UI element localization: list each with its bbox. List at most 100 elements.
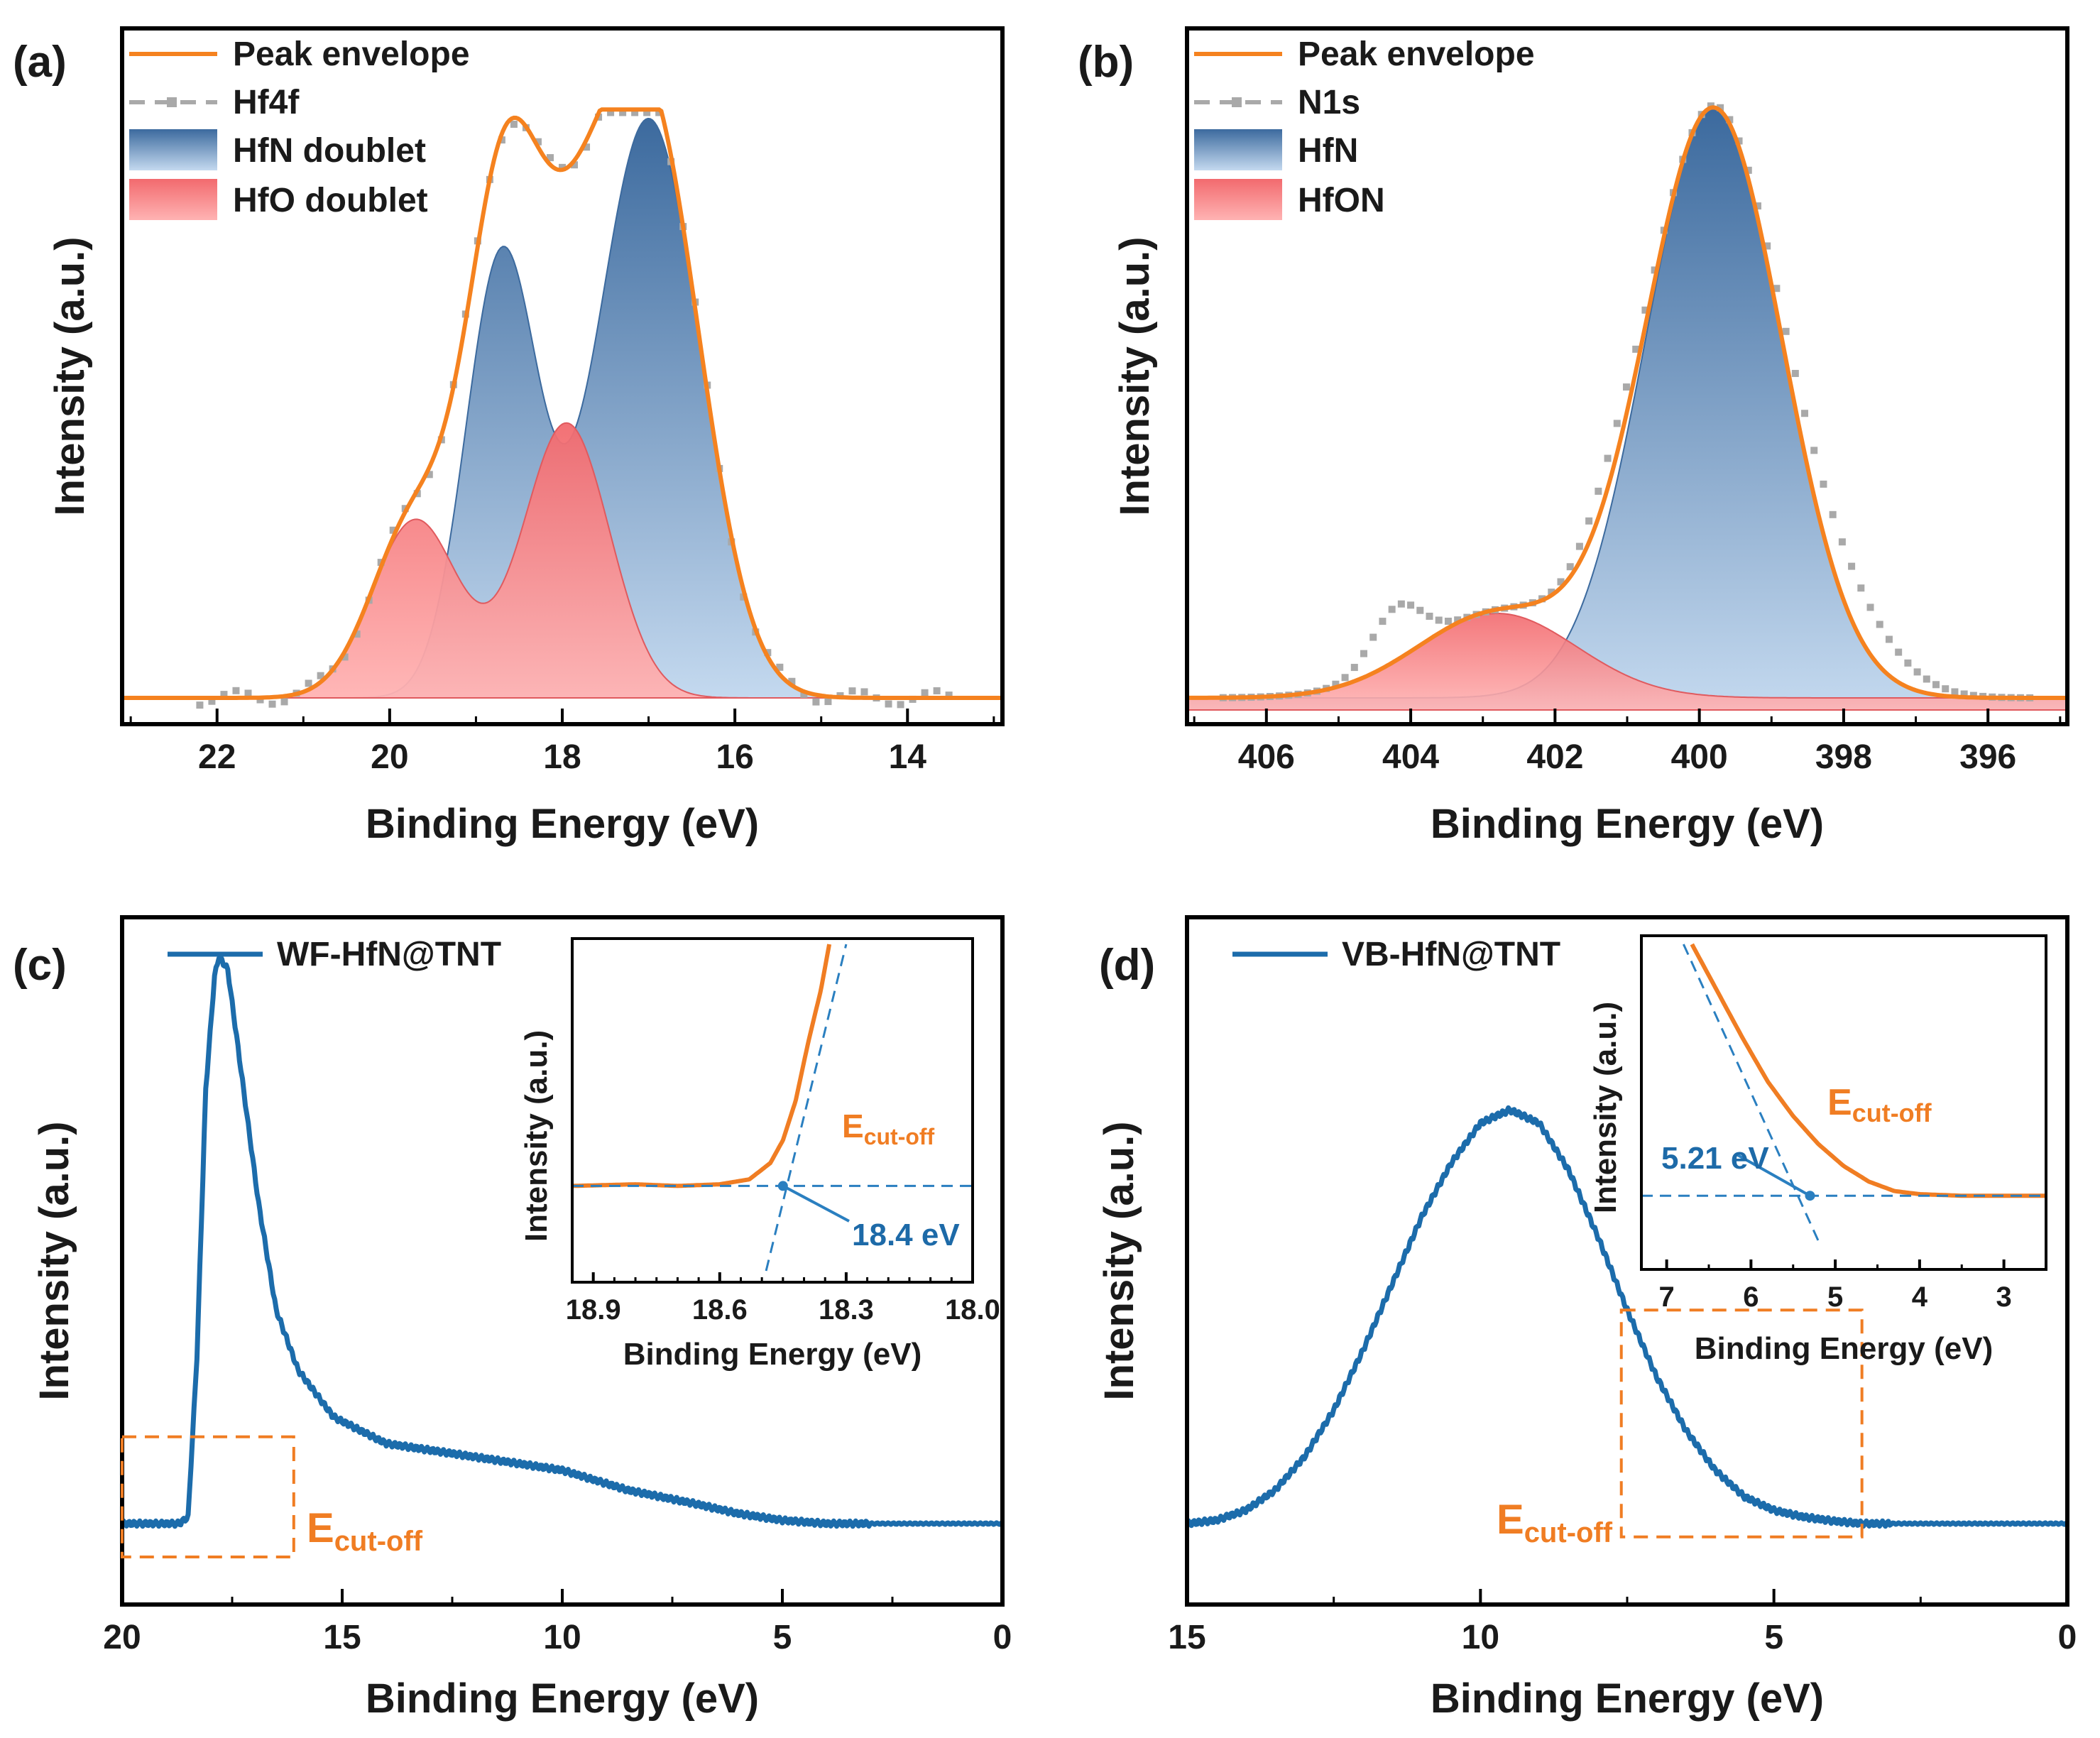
peak-envelope-line (1187, 105, 2067, 700)
n1s-raw-point-71 (1885, 635, 1893, 643)
n1s-raw-point-36 (1557, 578, 1565, 586)
panel-a-xlabel: Binding Energy (eV) (366, 801, 759, 847)
panel-c-label: (c) (13, 941, 67, 990)
n1s-raw-point-68 (1857, 584, 1865, 592)
n1s-raw-point-70 (1876, 621, 1883, 628)
a-tick-label-1: 20 (371, 738, 408, 776)
legend-b-hfon-swatch (1194, 179, 1282, 220)
in3-tick-label-0: 7 (1659, 1281, 1675, 1313)
n1s-raw-point-69 (1866, 603, 1874, 611)
hf4f-raw-point-54 (848, 687, 856, 695)
legend-b-envelope-label: Peak envelope (1298, 35, 1535, 73)
panel-d-legend: VB-HfN@TNT (1232, 936, 1560, 973)
inset-c-ylabel: Intensity (a.u.) (519, 1030, 554, 1242)
legend-a-hfo-swatch (129, 179, 217, 220)
n1s-raw-point-17 (1379, 618, 1387, 625)
n1s-raw-point-66 (1838, 538, 1846, 546)
hf4f-raw-point-16 (389, 526, 397, 534)
hf4f-raw-point-58 (897, 701, 904, 709)
hf4f-raw-point-29 (546, 154, 554, 162)
hfo-doublet-area (122, 422, 1002, 699)
hf4f-raw-point-52 (824, 698, 832, 706)
in3-tick-label-3: 4 (1912, 1281, 1928, 1313)
inset-fit-line-1 (765, 944, 848, 1272)
n1s-raw-point-14 (1350, 664, 1358, 672)
hf4f-raw-point-9 (305, 679, 312, 687)
a-tick-label-2: 18 (543, 738, 581, 776)
n1s-raw-point-76 (1932, 681, 1940, 689)
panel-d: (d) 15 10 5 0 Binding Energy (eV) Intensity… (1096, 915, 2077, 1722)
n1s-raw-point-43 (1622, 383, 1630, 391)
hf4f-raw-point-51 (812, 698, 820, 706)
hf4f-raw-point-32 (583, 143, 591, 151)
n1s-raw-point-21 (1416, 606, 1424, 614)
n1s-raw-point-78 (1951, 688, 1959, 696)
panel-a-ylabel: Intensity (a.u.) (47, 236, 93, 515)
p2-tick-label-0: 20 (103, 1619, 141, 1656)
in2-tick-label-1: 18.6 (692, 1294, 748, 1326)
n1s-raw-point-22 (1426, 612, 1433, 620)
legend-c-label: WF-HfN@TNT (277, 936, 501, 973)
in2-tick-label-0: 18.9 (566, 1294, 621, 1326)
hf4f-raw-point-38 (655, 109, 663, 116)
hf4f-raw-point-1 (208, 697, 216, 705)
panel-c-legend: WF-HfN@TNT (168, 936, 501, 973)
hf4f-raw-point-49 (788, 677, 796, 685)
legend-a-raw-label: Hf4f (233, 84, 300, 121)
n1s-raw-point-61 (1791, 370, 1799, 378)
p2-tick-label-1: 15 (323, 1619, 361, 1656)
n1s-raw-point-46 (1651, 266, 1658, 274)
hf4f-raw-point-19 (425, 471, 433, 479)
p2-tick-label-2: 10 (543, 1619, 581, 1656)
n1s-raw-point-18 (1388, 606, 1396, 613)
b-tick-label-0: 406 (1238, 738, 1295, 776)
a-tick-label-0: 22 (198, 738, 236, 776)
hf4f-raw-point-31 (571, 161, 579, 169)
legend-a-envelope-label: Peak envelope (233, 35, 470, 73)
n1s-raw-point-63 (1810, 447, 1818, 454)
hf4f-raw-point-2 (220, 691, 228, 699)
hf4f-raw-point-26 (510, 121, 518, 129)
n1s-raw-point-75 (1923, 675, 1930, 683)
hf4f-raw-point-57 (885, 700, 892, 708)
inset-d-cutoff-label: Ecut-off (1827, 1082, 1932, 1127)
peak-envelope-line (122, 107, 1002, 700)
inset-d-background (1641, 936, 2046, 1269)
panel-d-cutoff-box (1619, 1308, 1864, 1538)
b-tick-label-5: 396 (1959, 738, 2016, 776)
panel-c-cutoff-box (121, 1435, 295, 1559)
inset-pointer-line (782, 1184, 850, 1223)
n1s-raw-point-72 (1895, 648, 1903, 656)
hf4f-raw-point-13 (353, 630, 361, 638)
n1s-raw-point-38 (1575, 542, 1583, 550)
p2-tick-label-3: 5 (773, 1619, 792, 1656)
b-tick-label-4: 398 (1815, 738, 1872, 776)
hf4f-raw-point-28 (534, 138, 542, 146)
inset-c-frame (571, 937, 974, 1284)
inset-c-background (572, 939, 973, 1282)
hf4f-raw-point-50 (800, 691, 808, 699)
legend-b-hfn-swatch (1194, 129, 1282, 170)
panel-c-cutoff-label: Ecut-off (307, 1505, 423, 1557)
inset-pointer-line (1736, 1153, 1811, 1197)
n1s-raw-point-74 (1913, 668, 1921, 676)
legend-b-hfon-label: HfON (1298, 182, 1385, 219)
legend-b-raw-marker (1232, 97, 1242, 107)
n1s-raw-point-67 (1848, 562, 1856, 570)
legend-b-hfn-label: HfN (1298, 132, 1358, 170)
hf4f-raw-point-35 (619, 109, 627, 116)
hf4f-raw-point-61 (933, 687, 941, 695)
in2-tick-label-2: 18.3 (819, 1294, 874, 1326)
p3-tick-label-3: 0 (2058, 1619, 2077, 1656)
inset-d-ylabel: Intensity (a.u.) (1588, 1002, 1623, 1213)
spectrum-line (119, 953, 1004, 1529)
n1s-raw-point-62 (1801, 410, 1809, 417)
in3-tick-label-4: 3 (1996, 1281, 2012, 1313)
n1s-raw-point-19 (1397, 600, 1405, 608)
panel-c-ylabel: Intensity (a.u.) (31, 1121, 77, 1400)
panel-a-label: (a) (13, 38, 67, 87)
panel-d-label: (d) (1099, 941, 1155, 990)
n1s-raw-point-73 (1904, 659, 1912, 667)
hf4f-raw-point-7 (280, 698, 288, 706)
